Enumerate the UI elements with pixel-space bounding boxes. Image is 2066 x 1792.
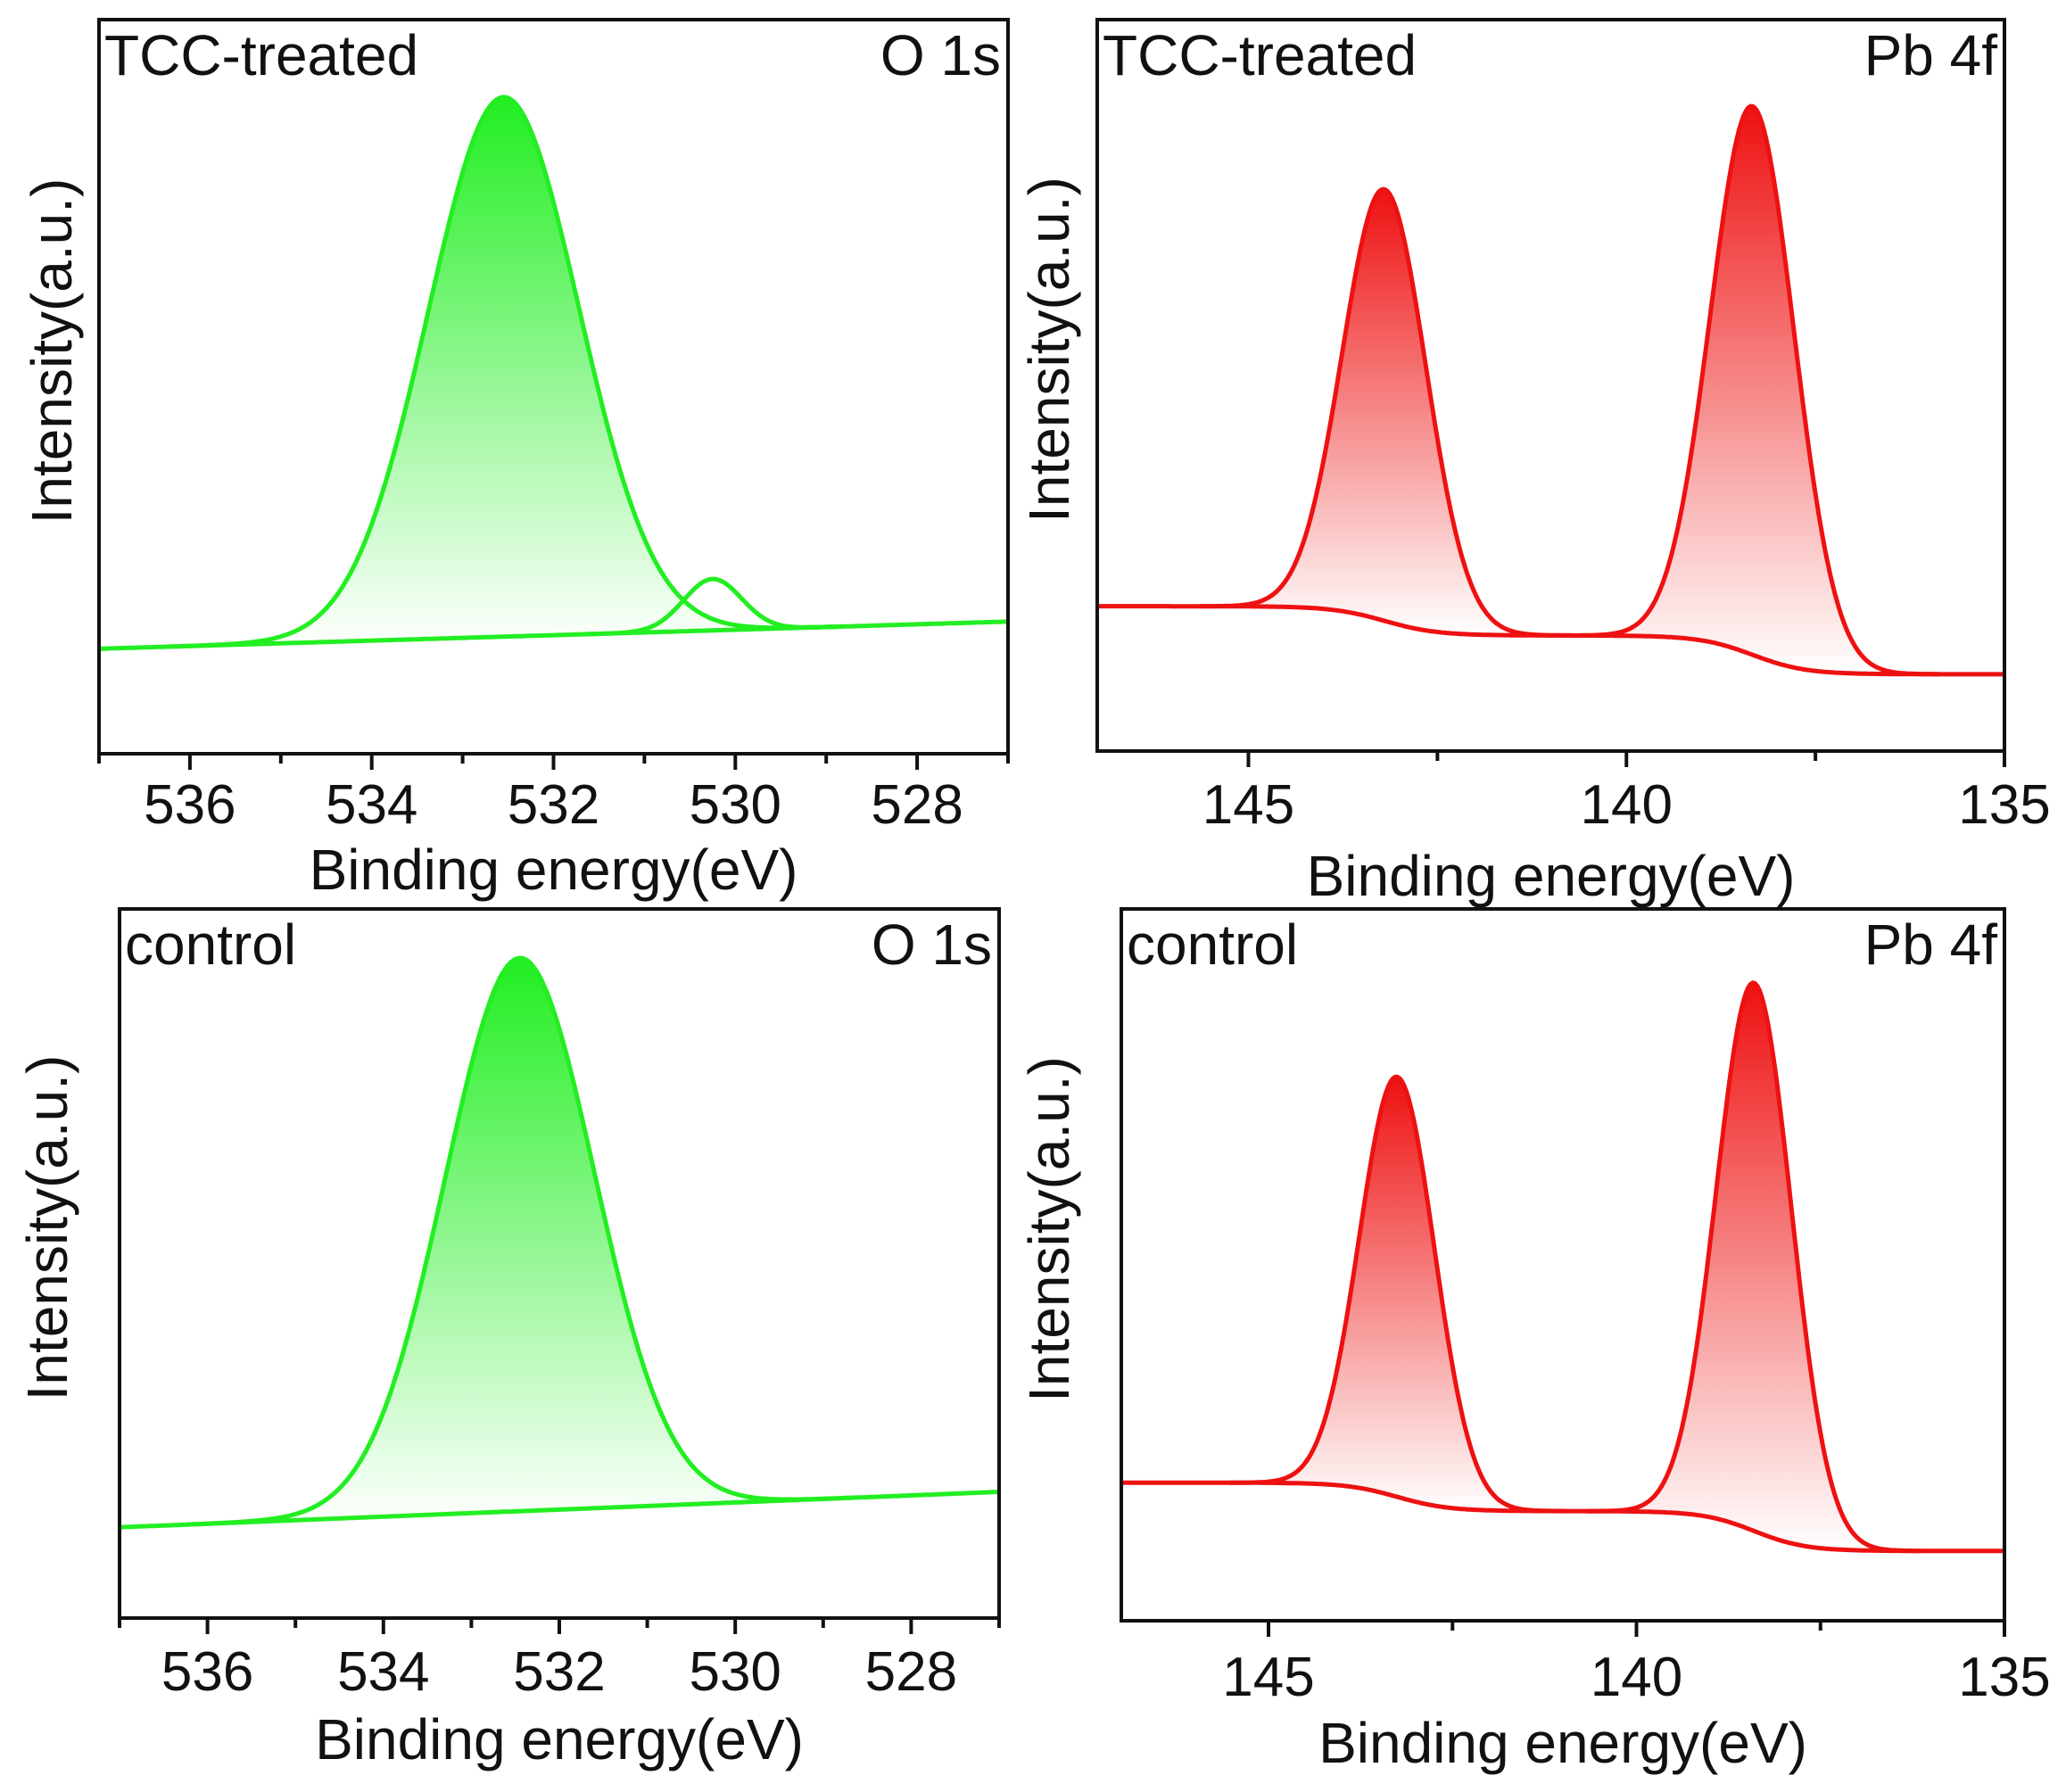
peak-component-1 [1199,186,1572,638]
panel-pb4f-treated: 145 140 135 TCC-treated Pb 4f Binding energy(… [1017,18,2051,908]
x-axis-title: Binding energy(eV) [1318,1711,1807,1775]
sample-label: TCC-treated [1103,23,1417,87]
peak-component-1 [167,95,840,649]
sample-label: control [125,913,296,977]
x-tick-label: 528 [865,1641,957,1703]
x-tick-label: 145 [1202,774,1294,836]
x-tick-label: 135 [1958,774,2050,836]
x-axis-title: Binding energy(eV) [310,838,798,902]
x-tick-label: 532 [513,1641,605,1703]
x-tick-label: 530 [689,1641,781,1703]
element-label: Pb 4f [1864,23,1998,87]
plot-frame [1095,18,2006,753]
x-tick-label: 536 [144,774,236,836]
peak-fill-1 [167,96,840,647]
peak-fill-2 [1587,982,1921,1551]
element-label: Pb 4f [1864,913,1998,977]
background-line [119,1490,1000,1530]
x-tick-label: 528 [871,774,963,836]
y-axis-title: Intensity(a.u.) [1017,1056,1081,1402]
peak-component-1 [1229,1074,1566,1514]
y-axis-title: Intensity(a.u.) [20,178,84,524]
element-label: O 1s [880,23,1001,87]
x-tick-label: 145 [1222,1647,1314,1708]
plot-frame [1120,907,2006,1623]
panel-o1s-treated: 536 534 532 530 528 TCC-treated O 1s Binding en… [20,18,1010,902]
background-line [1121,1480,2004,1554]
peak-fill-1 [1229,1077,1566,1512]
x-tick-label: 534 [337,1641,429,1703]
sample-label: TCC-treated [104,23,418,87]
background-line [1097,604,2004,677]
x-tick-label: 140 [1581,774,1673,836]
peak-fill-2 [1566,106,1939,674]
background-line [98,619,1008,651]
x-axis-title: Binding energy(eV) [1307,844,1796,908]
y-axis-title: Intensity(a.u.) [15,1055,79,1401]
x-tick-label: 532 [508,774,599,836]
peak-component-2 [1587,980,1921,1554]
sample-label: control [1127,913,1298,977]
x-tick-label: 140 [1591,1647,1682,1708]
peak-component-1 [185,955,852,1527]
peak-fill-1 [1199,189,1572,636]
panel-pb4f-control: 145 140 135 control Pb 4f Binding energy(eV) I… [1017,907,2051,1775]
x-axis-title: Binding energy(eV) [315,1707,804,1771]
x-tick-label: 135 [1958,1647,2050,1708]
x-tick-label: 536 [161,1641,253,1703]
peak-component-2 [1566,103,1939,677]
panel-o1s-control: 536 534 532 530 528 control O 1s Binding energy… [15,907,1001,1771]
x-tick-label: 530 [690,774,781,836]
peak-fill-1 [185,958,852,1525]
element-label: O 1s [872,913,992,977]
y-axis-title: Intensity(a.u.) [1017,177,1081,523]
x-tick-label: 534 [326,774,417,836]
